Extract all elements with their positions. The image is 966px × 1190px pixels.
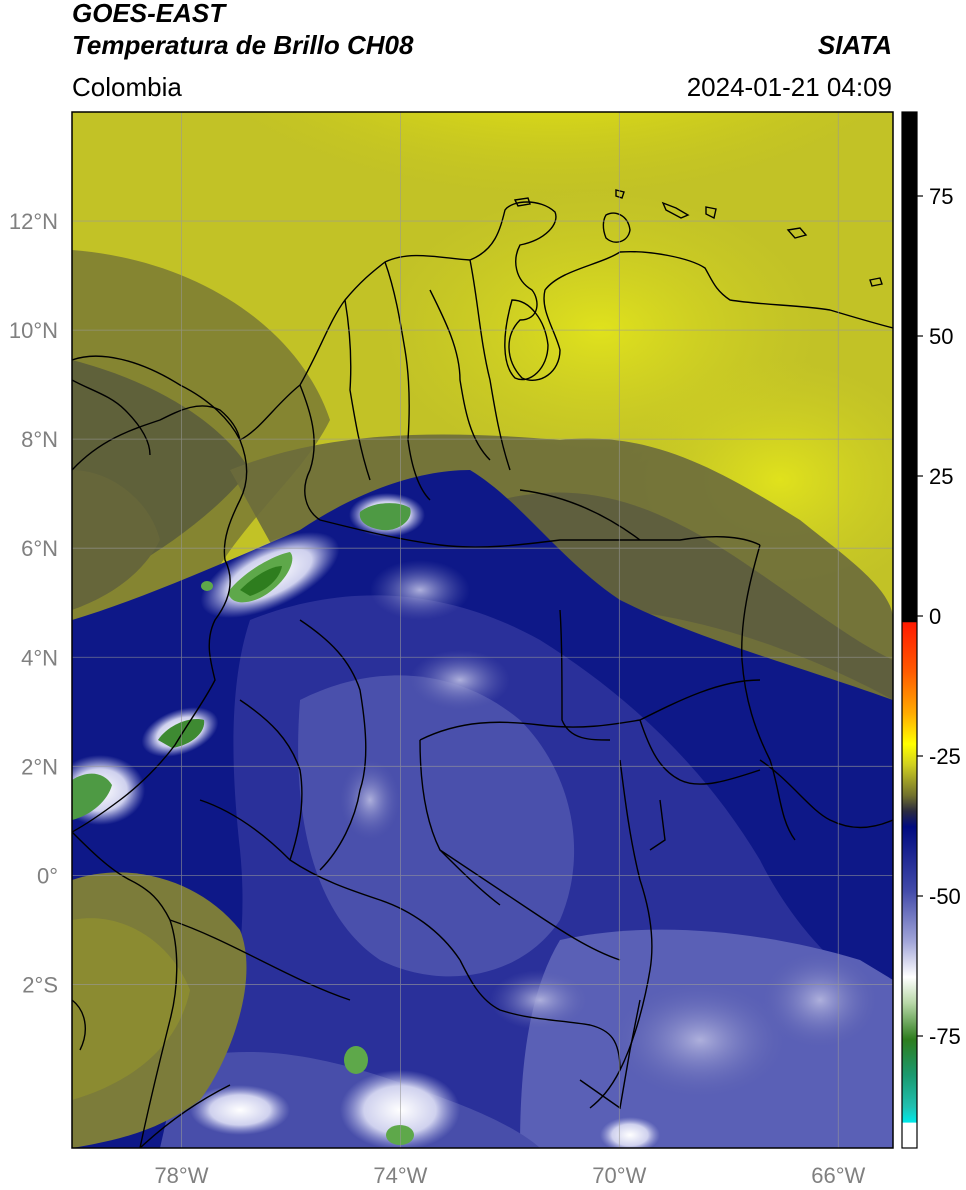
lat-tick-label: 2°N <box>21 754 58 779</box>
colorbar-ticks: 75 50 25 0 -25 -50 -75 <box>917 184 961 1049</box>
lat-tick-label: 10°N <box>9 318 58 343</box>
brand-label: SIATA <box>817 30 892 60</box>
map-frame <box>71 111 894 1149</box>
colorbar <box>902 112 917 1148</box>
product-title: Temperatura de Brillo CH08 <box>72 30 414 60</box>
lon-tick-label: 70°W <box>592 1163 646 1188</box>
colorbar-tick-label: -50 <box>929 884 961 909</box>
lat-tick-label: 4°N <box>21 645 58 670</box>
latitude-axis: 12°N 10°N 8°N 6°N 4°N 2°N 0° 2°S <box>9 209 58 997</box>
colorbar-tick-label: -75 <box>929 1024 961 1049</box>
coastlines-and-borders <box>72 189 893 1148</box>
graticule <box>72 112 893 1148</box>
lat-tick-label: 0° <box>37 863 58 888</box>
lat-tick-label: 12°N <box>9 209 58 234</box>
region-label: Colombia <box>72 72 182 102</box>
lat-tick-label: 6°N <box>21 536 58 561</box>
colorbar-tick-label: 75 <box>929 184 953 209</box>
lon-tick-label: 74°W <box>373 1163 427 1188</box>
colorbar-tick-label: 0 <box>929 604 941 629</box>
satellite-title: GOES-EAST <box>72 0 226 28</box>
colorbar-tick-label: 50 <box>929 324 953 349</box>
colorbar-tick-label: -25 <box>929 744 961 769</box>
lat-tick-label: 8°N <box>21 427 58 452</box>
lat-tick-label: 2°S <box>22 972 58 997</box>
brightness-temperature-imagery <box>72 112 893 1148</box>
longitude-axis: 78°W 74°W 70°W 66°W <box>154 1163 865 1188</box>
lon-tick-label: 78°W <box>154 1163 208 1188</box>
colorbar-frame <box>901 111 918 1149</box>
datetime-label: 2024-01-21 04:09 <box>686 72 892 102</box>
colorbar-tick-label: 25 <box>929 464 953 489</box>
lon-tick-label: 66°W <box>811 1163 865 1188</box>
